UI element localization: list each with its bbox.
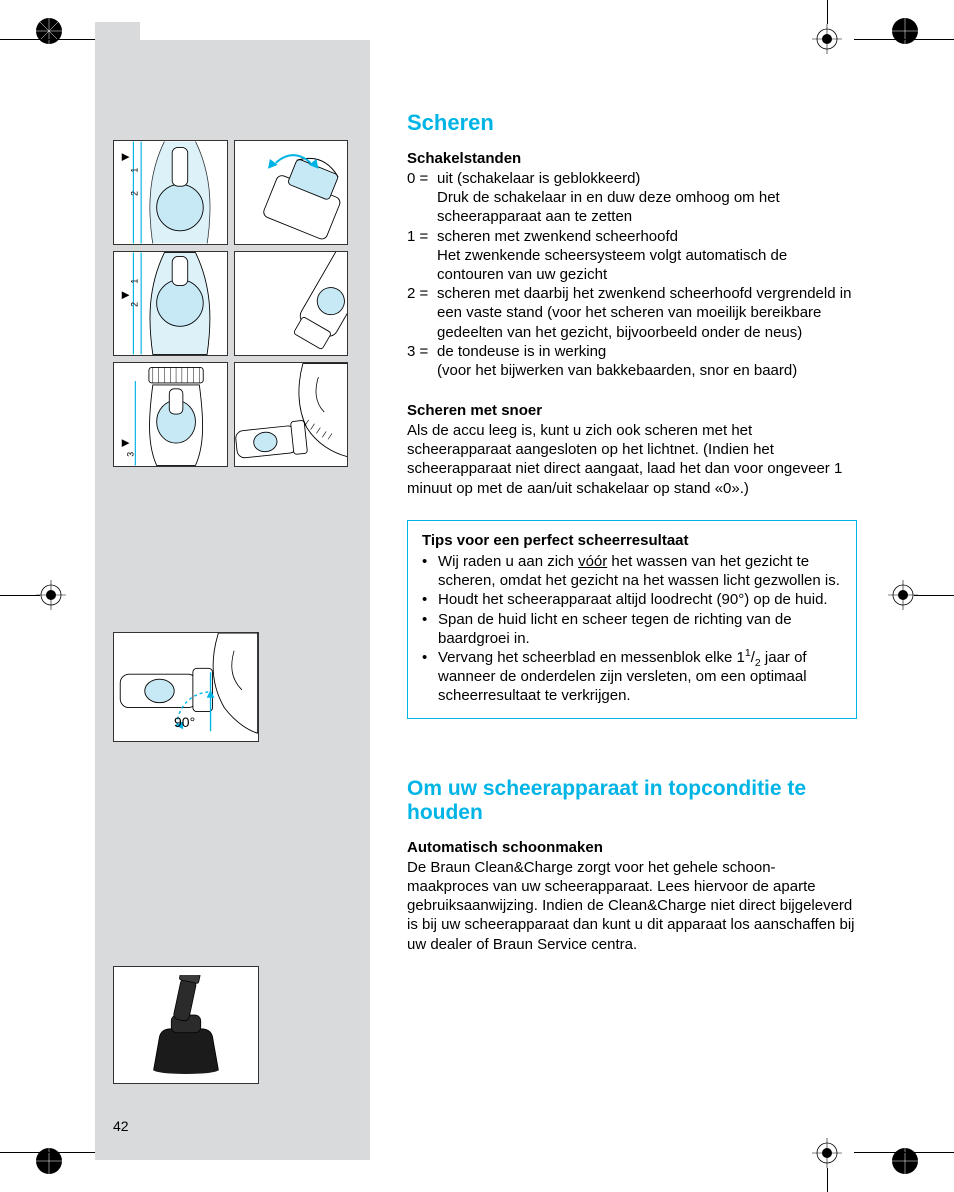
tips-item: •Houdt het scheerapparaat altijd loodrec… bbox=[422, 590, 842, 609]
manual-page: 1 2 bbox=[0, 0, 954, 1192]
switch-item-key: 3 = bbox=[407, 342, 437, 380]
switch-illustration-panel bbox=[234, 140, 349, 245]
switch-item-key: 1 = bbox=[407, 227, 437, 285]
switch-positions-heading: Schakelstanden bbox=[407, 150, 857, 167]
switch-illustration-panel bbox=[234, 251, 349, 356]
crossmark-icon bbox=[36, 580, 66, 610]
tips-item-text: Span de huid licht en scheer tegen de ri… bbox=[438, 610, 842, 648]
tips-item-text: Vervang het scheerblad en messenblok elk… bbox=[438, 648, 842, 706]
switch-item-key: 0 = bbox=[407, 169, 437, 227]
section-title-shaving: Scheren bbox=[407, 110, 857, 136]
auto-clean-body: De Braun Clean&Charge zorgt voor het geh… bbox=[407, 858, 857, 954]
switch-illustration-panel: 1 2 bbox=[113, 251, 228, 356]
section-title-maintain: Om uw scheerapparaat in topconditie te h… bbox=[407, 777, 857, 825]
tips-item-text: Wij raden u aan zich vóór het wassen van… bbox=[438, 552, 842, 590]
switch-item: 2 =scheren met daarbij het zwenkend sche… bbox=[407, 284, 857, 342]
switch-item: 1 =scheren met zwenkend scheerhoofdHet z… bbox=[407, 227, 857, 285]
crop-hairline bbox=[0, 39, 100, 40]
bullet-icon: • bbox=[422, 610, 438, 648]
angle-illustration: 90° bbox=[113, 632, 259, 742]
switch-item: 0 =uit (schakelaar is geblokkeerd)Druk d… bbox=[407, 169, 857, 227]
switch-positions-block: Schakelstanden 0 =uit (schakelaar is geb… bbox=[407, 150, 857, 380]
switch-item: 3 =de tondeuse is in werking(voor het bi… bbox=[407, 342, 857, 380]
tips-title: Tips voor een perfect scheerresultaat bbox=[422, 531, 842, 550]
regmark-icon bbox=[890, 16, 920, 46]
bullet-icon: • bbox=[422, 648, 438, 706]
regmark-icon bbox=[34, 16, 64, 46]
switch-item-value: scheren met zwenkend scheerhoofdHet zwen… bbox=[437, 227, 857, 285]
crop-hairline bbox=[0, 595, 40, 596]
switch-item-key: 2 = bbox=[407, 284, 437, 342]
bullet-icon: • bbox=[422, 552, 438, 590]
crop-hairline bbox=[827, 0, 828, 24]
cord-shaving-heading: Scheren met snoer bbox=[407, 402, 857, 419]
crossmark-icon bbox=[812, 1138, 842, 1168]
crossmark-icon bbox=[812, 24, 842, 54]
tips-item: •Wij raden u aan zich vóór het wassen va… bbox=[422, 552, 842, 590]
svg-text:3: 3 bbox=[125, 452, 135, 457]
tips-item-text: Houdt het scheerapparaat altijd loodrech… bbox=[438, 590, 842, 609]
switch-illustration-panel bbox=[234, 362, 349, 467]
crop-hairline bbox=[854, 1152, 954, 1153]
cord-shaving-body: Als de accu leeg is, kunt u zich ook sch… bbox=[407, 421, 857, 498]
text-column: Scheren Schakelstanden 0 =uit (schakelaa… bbox=[407, 110, 857, 976]
switch-item-value: de tondeuse is in werking(voor het bijwe… bbox=[437, 342, 857, 380]
switch-illustration-grid: 1 2 bbox=[113, 140, 348, 467]
switch-illustration-panel: 3 bbox=[113, 362, 228, 467]
crop-hairline bbox=[854, 39, 954, 40]
svg-text:1: 1 bbox=[129, 168, 139, 173]
crop-hairline bbox=[827, 1168, 828, 1192]
auto-clean-block: Automatisch schoonmaken De Braun Clean&C… bbox=[407, 839, 857, 954]
switch-item-value: uit (schakelaar is geblokkeerd)Druk de s… bbox=[437, 169, 857, 227]
bullet-icon: • bbox=[422, 590, 438, 609]
angle-label: 90° bbox=[174, 714, 195, 730]
crop-hairline bbox=[914, 595, 954, 596]
regmark-icon bbox=[34, 1146, 64, 1176]
crop-hairline bbox=[0, 1152, 100, 1153]
tips-item: •Span de huid licht en scheer tegen de r… bbox=[422, 610, 842, 648]
svg-text:2: 2 bbox=[129, 191, 139, 196]
svg-text:1: 1 bbox=[129, 279, 139, 284]
tips-box: Tips voor een perfect scheerresultaat •W… bbox=[407, 520, 857, 719]
page-number: 42 bbox=[113, 1118, 129, 1134]
tips-item: •Vervang het scheerblad en messenblok el… bbox=[422, 648, 842, 706]
regmark-icon bbox=[890, 1146, 920, 1176]
clean-charge-illustration bbox=[113, 966, 259, 1084]
cord-shaving-block: Scheren met snoer Als de accu leeg is, k… bbox=[407, 402, 857, 498]
svg-text:2: 2 bbox=[129, 302, 139, 307]
auto-clean-heading: Automatisch schoonmaken bbox=[407, 839, 857, 856]
switch-illustration-panel: 1 2 bbox=[113, 140, 228, 245]
tips-list: •Wij raden u aan zich vóór het wassen va… bbox=[422, 552, 842, 706]
switch-item-value: scheren met daarbij het zwenkend scheerh… bbox=[437, 284, 857, 342]
grey-column-tab bbox=[95, 22, 140, 40]
